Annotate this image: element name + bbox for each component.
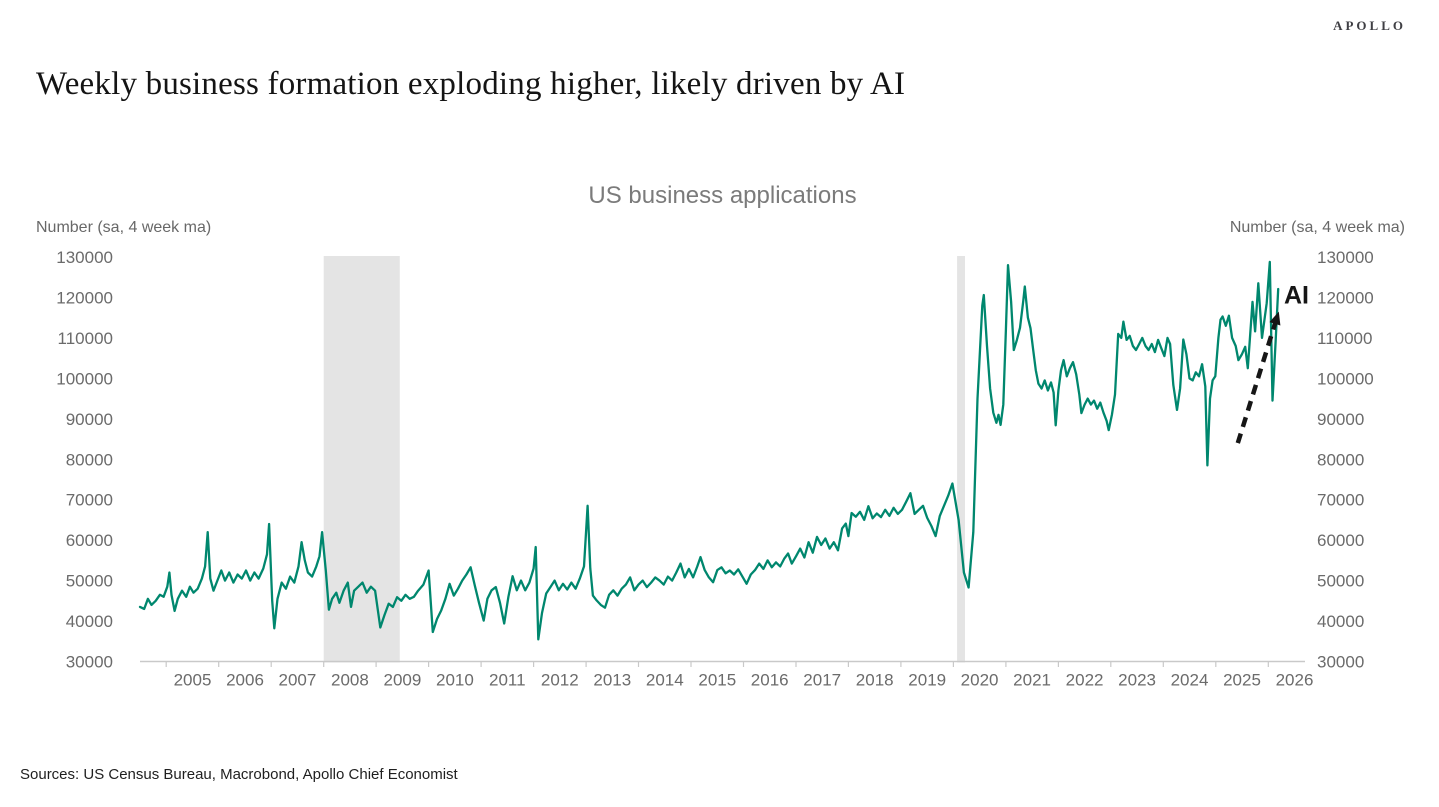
x-axis-tick-label: 2013 [593,671,631,690]
x-axis-tick-label: 2010 [436,671,474,690]
x-axis-tick-label: 2025 [1223,671,1261,690]
ai-annotation-label: AI [1284,281,1309,309]
x-axis-tick-label: 2024 [1171,671,1209,690]
x-axis-tick-label: 2021 [1013,671,1051,690]
y-axis-tick-label-left: 40000 [66,612,113,631]
y-axis-tick-label-right: 130000 [1317,248,1374,267]
x-axis-tick-label: 2012 [541,671,579,690]
x-axis-tick-label: 2022 [1066,671,1104,690]
chart-title: US business applications [588,182,857,209]
right-axis-label: Number (sa, 4 week ma) [1229,219,1405,236]
x-axis-tick-label: 2005 [174,671,212,690]
y-axis-tick-label-right: 80000 [1317,450,1364,469]
y-axis-tick-label-right: 30000 [1317,653,1364,672]
y-axis-tick-label-left: 110000 [58,329,113,348]
page-title: Weekly business formation exploding high… [36,66,906,103]
x-axis-tick-label: 2018 [856,671,894,690]
x-axis-tick-label: 2011 [489,671,526,690]
y-axis-tick-label-left: 120000 [56,288,113,307]
x-axis-tick-label: 2015 [698,671,736,690]
x-axis-tick-label: 2016 [751,671,789,690]
x-axis-tick-label: 2019 [908,671,946,690]
y-axis-tick-label-right: 120000 [1317,288,1374,307]
y-axis-tick-label-right: 110000 [1317,329,1372,348]
x-axis-tick-label: 2008 [331,671,369,690]
y-axis-tick-label-right: 90000 [1317,410,1364,429]
sources-text: Sources: US Census Bureau, Macrobond, Ap… [20,766,458,783]
y-axis-tick-label-left: 50000 [66,572,113,591]
y-axis-tick-label-right: 60000 [1317,531,1364,550]
x-axis-tick-label: 2006 [226,671,264,690]
left-axis-label: Number (sa, 4 week ma) [36,219,212,236]
y-axis-tick-label-right: 100000 [1317,369,1374,388]
business-applications-line [138,260,1280,641]
apollo-logo: APOLLO [1333,18,1406,33]
y-axis-tick-label-left: 70000 [66,491,113,510]
x-axis-tick-label: 2023 [1118,671,1156,690]
x-axis-tick-label: 2026 [1276,671,1314,690]
x-axis-tick-label: 2009 [383,671,421,690]
x-axis-tick-label: 2007 [278,671,316,690]
y-axis-tick-label-left: 60000 [66,531,113,550]
y-axis-tick-label-right: 40000 [1317,612,1364,631]
x-axis-tick-label: 2020 [961,671,999,690]
x-axis-tick-label: 2014 [646,671,684,690]
y-axis-tick-label-left: 30000 [66,653,113,672]
y-axis-tick-label-left: 130000 [56,248,113,267]
y-axis-tick-label-left: 80000 [66,450,113,469]
y-axis-tick-label-right: 50000 [1317,572,1364,591]
ai-annotation-arrow [1235,319,1279,444]
y-axis-tick-label-left: 100000 [56,369,113,388]
recession-band-2008-2009 [323,256,400,663]
y-axis-tick-label-right: 70000 [1317,491,1364,510]
y-axis-tick-label-left: 90000 [66,410,113,429]
covid-recession-band-2020 [957,256,965,663]
ai-annotation-arrowhead [1269,311,1281,326]
x-axis-tick-label: 2017 [803,671,841,690]
